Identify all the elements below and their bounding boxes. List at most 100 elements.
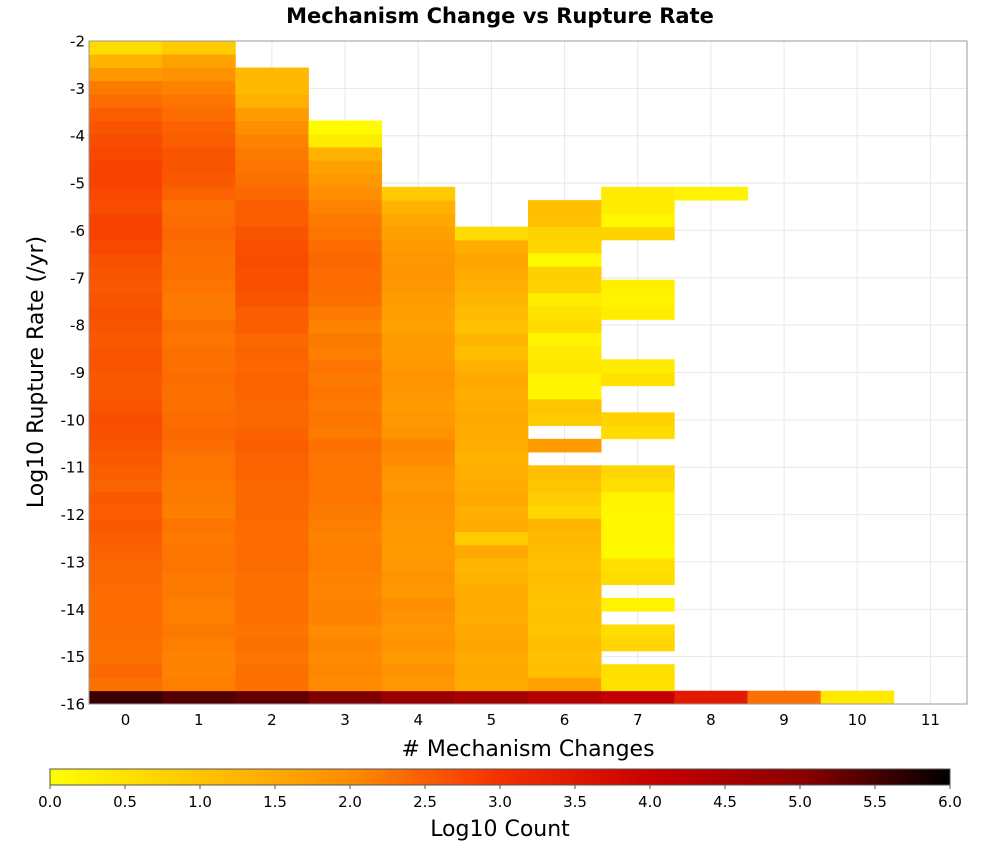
heatmap-cell	[308, 664, 383, 678]
heatmap-cell	[162, 531, 236, 546]
heatmap-cell	[235, 345, 309, 360]
heatmap-cell	[235, 611, 309, 625]
heatmap-cell	[454, 624, 529, 639]
heatmap-cell	[162, 372, 236, 387]
heatmap-cell	[235, 412, 309, 426]
y-tick-label: -4	[70, 127, 85, 145]
heatmap-cell	[528, 372, 602, 387]
heatmap-cell	[381, 597, 456, 612]
heatmap-cell	[381, 465, 456, 479]
heatmap-cell	[381, 253, 456, 267]
heatmap-cell	[454, 611, 529, 625]
heatmap-cell	[235, 186, 309, 201]
heatmap-cell	[308, 239, 383, 254]
heatmap-cell	[89, 571, 163, 586]
heatmap-cell	[601, 412, 675, 426]
heatmap-cell	[381, 558, 456, 572]
heatmap-cell	[381, 544, 456, 559]
heatmap-cell	[308, 186, 383, 201]
heatmap-cell	[454, 531, 529, 546]
heatmap-cell	[381, 690, 456, 705]
heatmap-cell	[235, 279, 309, 294]
heatmap-cell	[235, 319, 309, 334]
heatmap-cell	[89, 107, 163, 121]
colorbar-tick-label: 1.5	[263, 793, 287, 811]
y-tick-label: -13	[61, 553, 86, 571]
colorbar-tick-label: 4.0	[638, 793, 662, 811]
heatmap-cell	[308, 650, 383, 665]
heatmap-cell	[162, 690, 236, 705]
y-tick-label: -11	[61, 459, 86, 477]
heatmap-cell	[89, 80, 163, 95]
heatmap-cell	[674, 186, 748, 201]
heatmap-cell	[308, 266, 383, 281]
heatmap-cell	[162, 67, 236, 82]
heatmap-cell	[308, 571, 383, 586]
y-tick-label: -12	[61, 506, 86, 524]
x-axis-label: # Mechanism Changes	[401, 737, 654, 762]
heatmap-cell	[601, 306, 675, 320]
heatmap-cell	[235, 120, 309, 135]
colorbar-tick-label: 1.0	[188, 793, 212, 811]
heatmap-cell	[454, 226, 529, 241]
heatmap-cell	[162, 186, 236, 201]
heatmap-cell	[89, 160, 163, 174]
heatmap-cell	[528, 438, 602, 453]
heatmap-cell	[528, 412, 602, 426]
heatmap-cell	[235, 637, 309, 652]
heatmap-cell	[454, 372, 529, 387]
heatmap-cell	[528, 279, 602, 294]
heatmap-cell	[381, 650, 456, 665]
heatmap-cell	[162, 584, 236, 599]
heatmap-cell	[601, 690, 675, 705]
heatmap-cell	[528, 292, 602, 307]
heatmap-cell	[601, 213, 675, 228]
heatmap-cell	[528, 266, 602, 281]
heatmap-cell	[89, 345, 163, 360]
heatmap-cell	[89, 147, 163, 161]
heatmap-cell	[162, 345, 236, 360]
heatmap-cell	[528, 571, 602, 586]
heatmap-cell	[162, 306, 236, 320]
colorbar-tick-label: 0.0	[38, 793, 62, 811]
y-tick-label: -6	[70, 222, 85, 240]
heatmap-cell	[162, 94, 236, 108]
heatmap-cell	[601, 664, 675, 678]
heatmap-cell	[528, 664, 602, 678]
heatmap-cell	[454, 239, 529, 254]
heatmap-cell	[454, 544, 529, 559]
heatmap-cell	[454, 465, 529, 479]
heatmap-cell	[308, 385, 383, 400]
heatmap-cell	[454, 385, 529, 400]
colorbar-tick-label: 3.5	[563, 793, 587, 811]
heatmap-cell	[454, 412, 529, 426]
heatmap-cell	[454, 571, 529, 586]
y-tick-label: -8	[70, 317, 85, 335]
heatmap-cell	[454, 690, 529, 705]
heatmap-cell	[89, 226, 163, 241]
heatmap-cell	[454, 478, 529, 493]
heatmap-cell	[528, 226, 602, 241]
heatmap-cell	[308, 584, 383, 599]
heatmap-cell	[454, 332, 529, 347]
heatmap-cell	[162, 213, 236, 228]
heatmap-cell	[308, 637, 383, 652]
heatmap-cell	[89, 597, 163, 612]
heatmap-cell	[162, 133, 236, 148]
heatmap-cell	[528, 465, 602, 479]
heatmap-cell	[601, 544, 675, 559]
heatmap-cell	[308, 306, 383, 320]
heatmap-cell	[235, 438, 309, 453]
heatmap-cell	[235, 677, 309, 692]
heatmap-cell	[235, 266, 309, 281]
heatmap-cell	[235, 465, 309, 479]
heatmap-cell	[89, 584, 163, 599]
heatmap-cell	[381, 213, 456, 228]
heatmap-cell	[454, 491, 529, 506]
heatmap-cell	[162, 637, 236, 652]
heatmap-cell	[162, 452, 236, 466]
heatmap-cell	[235, 147, 309, 161]
heatmap-cell	[528, 253, 602, 267]
heatmap-cell	[235, 385, 309, 400]
